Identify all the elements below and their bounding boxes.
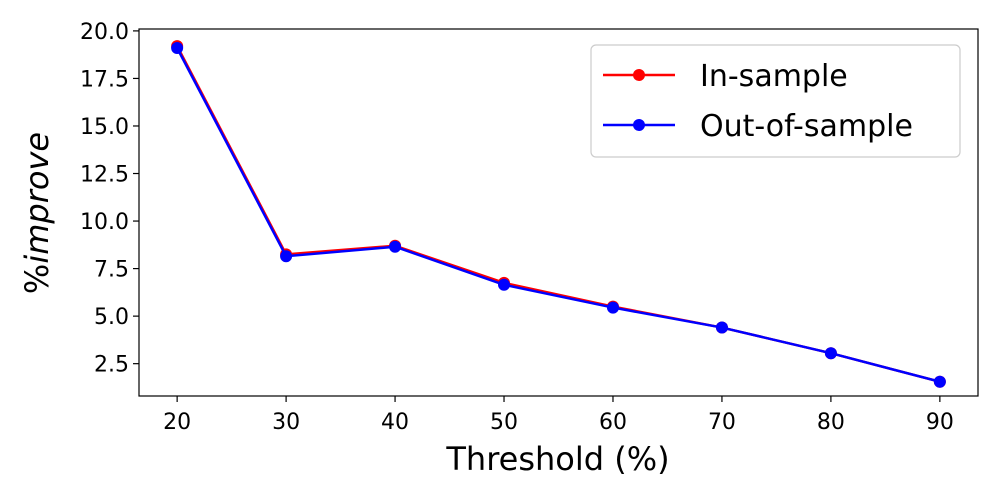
y-tick-label: 10.0 [80,210,129,235]
data-point-out-of-sample [933,375,946,388]
x-axis-label: Threshold (%) [445,440,669,478]
legend-label-in-sample: In-sample [700,59,848,94]
legend-label-out-of-sample: Out-of-sample [700,109,913,144]
x-tick-label: 50 [490,410,518,435]
y-tick-label: 2.5 [94,353,129,378]
y-tick-label: 12.5 [80,163,129,188]
x-tick-label: 70 [708,410,736,435]
data-point-out-of-sample [280,250,293,263]
data-point-out-of-sample [606,301,619,314]
legend-marker-in-sample [633,69,645,81]
x-axis-ticks: 20 30 40 50 60 70 80 90 [163,396,954,435]
y-axis-label-italic: improve [18,132,56,264]
y-axis-label: %improve [18,132,56,294]
data-point-out-of-sample [389,240,402,253]
y-tick-label: 15.0 [80,115,129,140]
plot-frame [138,28,979,397]
y-tick-label: 17.5 [80,67,129,92]
x-tick-label: 20 [163,410,191,435]
legend-box [590,44,961,158]
x-tick-label: 40 [381,410,409,435]
data-point-out-of-sample [824,347,837,360]
legend-marker-out-of-sample [633,119,645,131]
x-tick-label: 30 [272,410,300,435]
y-tick-label: 5.0 [94,305,129,330]
series-group [171,40,946,388]
x-tick-label: 90 [926,410,954,435]
x-tick-label: 80 [817,410,845,435]
y-tick-label: 20.0 [80,20,129,45]
y-axis-label-prefix: % [18,264,56,294]
y-axis-ticks: 2.5 5.0 7.5 10.0 12.5 15.0 17.5 20.0 [80,20,139,378]
y-tick-label: 7.5 [94,258,129,283]
series-line-out-of-sample [176,47,941,383]
legend: In-sample Out-of-sample [590,44,961,158]
x-tick-label: 60 [599,410,627,435]
data-point-out-of-sample [171,42,184,55]
data-point-out-of-sample [715,321,728,334]
data-point-out-of-sample [498,278,511,291]
